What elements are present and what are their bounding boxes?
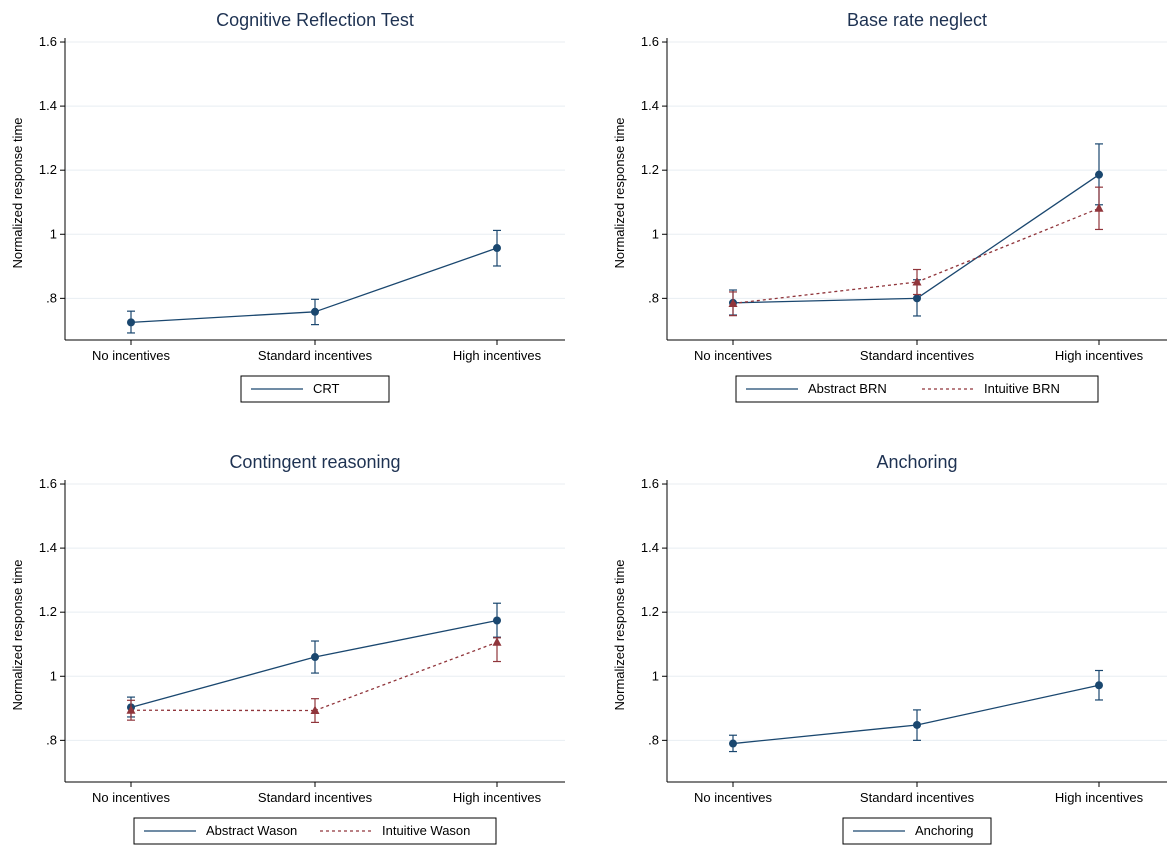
x-tick-label: Standard incentives <box>258 348 373 363</box>
legend-label: Abstract Wason <box>206 823 297 838</box>
y-tick-label: .8 <box>648 732 659 747</box>
y-tick-label: 1.4 <box>641 98 659 113</box>
legend-label: Anchoring <box>915 823 974 838</box>
data-point-circle <box>729 739 737 748</box>
legend: Abstract BRN Intuitive BRN <box>735 375 1099 403</box>
data-point-triangle <box>728 298 738 307</box>
y-tick-label: 1 <box>50 226 57 241</box>
series-1 <box>127 229 501 334</box>
legend-label: Intuitive BRN <box>984 381 1060 396</box>
chart-title: Contingent reasoning <box>229 452 400 472</box>
series-line-segment <box>732 297 918 304</box>
y-tick-label: 1.2 <box>39 162 57 177</box>
y-tick-label: 1.4 <box>39 98 57 113</box>
y-tick-label: 1.2 <box>39 604 57 619</box>
y-tick-label: 1.2 <box>641 604 659 619</box>
x-tick-label: Standard incentives <box>860 790 975 805</box>
y-tick-label: 1.4 <box>641 540 659 555</box>
series-line-segment <box>314 641 498 712</box>
legend: Anchoring <box>842 817 992 845</box>
series-2 <box>728 186 1104 317</box>
data-point-circle <box>127 318 135 327</box>
data-point-circle <box>311 307 319 316</box>
data-point-circle <box>913 294 921 303</box>
x-tick-label: No incentives <box>92 348 171 363</box>
chart-panel-2: Base rate neglect .8 1 1.2 1.4 1.6 Normalized … <box>612 10 1167 403</box>
y-tick-label: 1.6 <box>641 476 659 491</box>
series-line-segment <box>732 724 918 745</box>
chart-title: Cognitive Reflection Test <box>216 10 414 30</box>
data-point-circle <box>913 720 921 729</box>
series-line-segment <box>314 247 498 313</box>
y-tick-label: 1 <box>652 668 659 683</box>
legend: CRT <box>240 375 390 403</box>
series-line-segment <box>916 174 1100 299</box>
x-tick-label: No incentives <box>92 790 171 805</box>
y-tick-label: 1.2 <box>641 162 659 177</box>
x-tick-label: Standard incentives <box>860 348 975 363</box>
y-axis-label: Normalized response time <box>10 117 25 268</box>
y-tick-label: 1 <box>50 668 57 683</box>
chart-title: Anchoring <box>876 452 957 472</box>
data-point-circle <box>493 244 501 253</box>
series-line-segment <box>130 656 316 708</box>
y-tick-label: 1.6 <box>39 476 57 491</box>
x-tick-label: High incentives <box>453 348 542 363</box>
x-tick-label: High incentives <box>1055 348 1144 363</box>
data-point-circle <box>493 616 501 625</box>
y-axis-label: Normalized response time <box>612 559 627 710</box>
legend: Abstract Wason Intuitive Wason <box>133 817 497 845</box>
y-tick-label: .8 <box>46 732 57 747</box>
series-line-segment <box>916 207 1100 283</box>
y-axis-label: Normalized response time <box>612 117 627 268</box>
chart-panel-4: Anchoring .8 1 1.2 1.4 1.6 Normalized response… <box>612 452 1167 845</box>
x-tick-label: High incentives <box>1055 790 1144 805</box>
y-tick-label: 1.6 <box>641 34 659 49</box>
series-2 <box>126 637 502 724</box>
x-tick-label: No incentives <box>694 348 773 363</box>
chart-title: Base rate neglect <box>847 10 987 30</box>
data-point-circle <box>1095 170 1103 179</box>
series-line-segment <box>916 684 1100 726</box>
y-tick-label: .8 <box>46 290 57 305</box>
y-axis-label: Normalized response time <box>10 559 25 710</box>
series-1 <box>127 602 501 718</box>
legend-label: Intuitive Wason <box>382 823 470 838</box>
series-1 <box>729 669 1103 753</box>
legend-label: Abstract BRN <box>808 381 887 396</box>
data-point-circle <box>311 653 319 662</box>
data-point-triangle <box>492 637 502 646</box>
x-tick-label: No incentives <box>694 790 773 805</box>
series-line-segment <box>732 281 918 305</box>
y-tick-label: .8 <box>648 290 659 305</box>
data-point-triangle <box>912 277 922 286</box>
data-point-triangle <box>310 705 320 715</box>
data-point-circle <box>1095 681 1103 690</box>
x-tick-label: High incentives <box>453 790 542 805</box>
legend-label: CRT <box>313 381 340 396</box>
data-point-triangle <box>1094 203 1104 212</box>
y-tick-label: 1.4 <box>39 540 57 555</box>
y-tick-label: 1.6 <box>39 34 57 49</box>
series-line-segment <box>314 619 498 658</box>
series-line-segment <box>130 311 316 324</box>
data-point-triangle <box>126 705 136 714</box>
chart-panel-3: Contingent reasoning .8 1 1.2 1.4 1.6 Normaliz… <box>10 452 565 845</box>
y-tick-label: 1 <box>652 226 659 241</box>
chart-panel-1: Cognitive Reflection Test .8 1 1.2 1.4 1.6 Nor… <box>10 10 565 403</box>
x-tick-label: Standard incentives <box>258 790 373 805</box>
